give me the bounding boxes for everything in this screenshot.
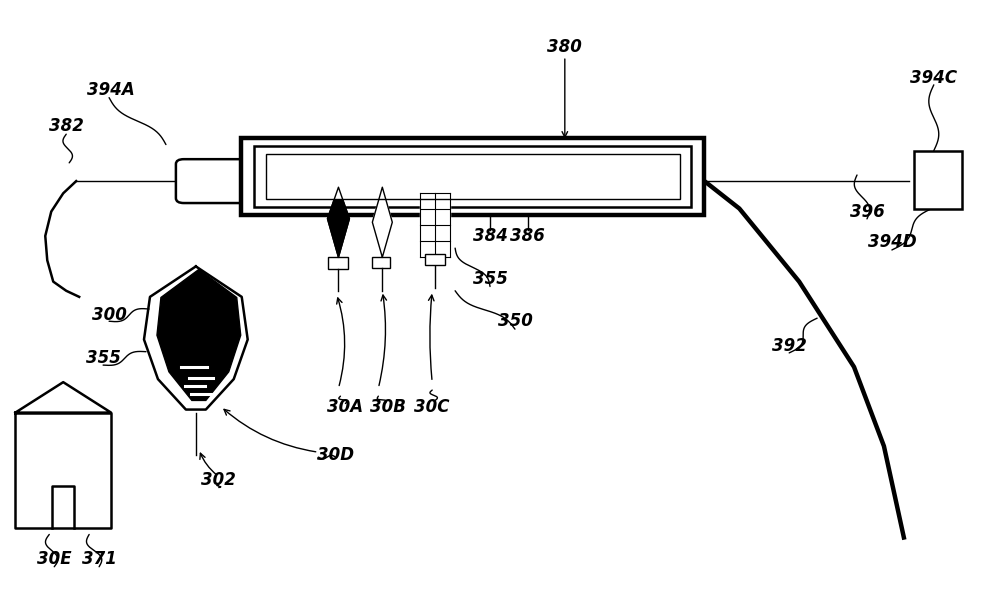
Text: 30E: 30E	[37, 550, 72, 568]
Text: 386: 386	[510, 227, 545, 245]
Bar	[425, 254, 445, 265]
Text: 302: 302	[201, 471, 236, 488]
Text: 300: 300	[92, 306, 127, 324]
Text: 394C: 394C	[910, 69, 957, 86]
Polygon shape	[157, 269, 241, 400]
Text: 350: 350	[498, 312, 532, 330]
Text: 382: 382	[49, 118, 84, 135]
FancyBboxPatch shape	[176, 159, 250, 203]
Text: 30C: 30C	[414, 398, 450, 416]
Text: 394A: 394A	[87, 81, 135, 99]
Bar	[328, 257, 348, 269]
Bar	[372, 257, 390, 268]
Polygon shape	[372, 187, 392, 257]
Polygon shape	[420, 193, 450, 257]
Bar	[241, 138, 704, 215]
Text: 30A: 30A	[327, 398, 363, 416]
Text: 355: 355	[86, 349, 121, 367]
Text: 30D: 30D	[317, 446, 354, 465]
Bar	[254, 146, 691, 207]
Text: 384: 384	[473, 227, 507, 245]
Polygon shape	[327, 187, 349, 257]
Text: 380: 380	[547, 38, 582, 56]
Bar	[914, 151, 962, 209]
Text: 396: 396	[850, 203, 884, 220]
Text: 392: 392	[772, 337, 807, 354]
Bar	[266, 154, 680, 200]
Text: 394D: 394D	[868, 233, 916, 251]
Text: 371: 371	[82, 550, 117, 568]
Text: 30B: 30B	[370, 398, 406, 416]
Text: 355: 355	[473, 269, 507, 288]
